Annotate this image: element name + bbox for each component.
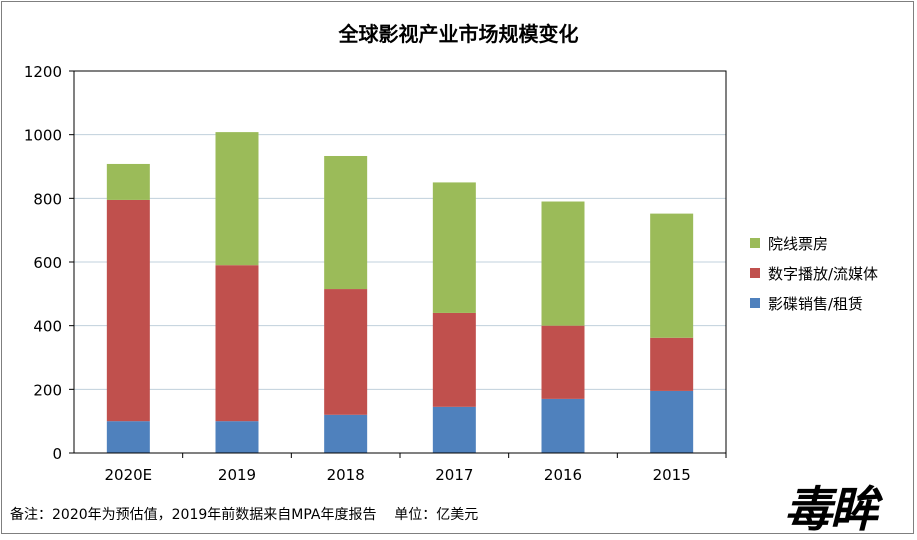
bar-segment — [215, 265, 259, 422]
legend-swatch-box-office — [750, 238, 760, 248]
x-tick-label: 2016 — [544, 466, 582, 484]
legend-label-streaming: 数字播放/流媒体 — [768, 264, 879, 283]
x-tick-label: 2020E — [105, 466, 153, 484]
bar-segment — [215, 132, 259, 266]
x-tick-label: 2017 — [435, 466, 473, 484]
bar-segment — [650, 213, 694, 338]
legend-label-disc: 影碟销售/租赁 — [768, 294, 864, 313]
bar-segment — [324, 289, 368, 415]
watermark-logo: 毒眸 — [784, 482, 878, 538]
bar-segment — [541, 325, 585, 399]
bar-segment — [215, 421, 259, 453]
x-tick-label: 2015 — [653, 466, 691, 484]
y-tick-label: 400 — [33, 318, 62, 336]
bar-segment — [106, 163, 150, 200]
legend-label-box-office: 院线票房 — [768, 234, 829, 253]
legend-item-disc: 影碟销售/租赁 — [750, 288, 878, 318]
chart-legend: 院线票房 数字播放/流媒体 影碟销售/租赁 — [750, 228, 878, 318]
y-tick-label: 1000 — [24, 127, 62, 145]
legend-item-box-office: 院线票房 — [750, 228, 878, 258]
y-tick-label: 1200 — [24, 63, 62, 81]
bar-segment — [432, 406, 476, 453]
legend-swatch-disc — [750, 298, 760, 308]
y-tick-label: 800 — [33, 190, 62, 208]
y-tick-label: 0 — [52, 445, 62, 463]
bar-segment — [324, 414, 368, 453]
footnote: 备注：2020年为预估值，2019年前数据来自MPA年度报告 单位：亿美元 — [10, 507, 479, 523]
y-tick-label: 200 — [33, 381, 62, 399]
bar-segment — [650, 337, 694, 391]
bar-segment — [650, 390, 694, 453]
bar-segment — [541, 201, 585, 326]
bar-segment — [432, 312, 476, 407]
x-tick-label: 2019 — [218, 466, 256, 484]
chart-title: 全球影视产业市场规模变化 — [338, 22, 579, 46]
bar-segment — [106, 199, 150, 422]
bar-segment — [432, 182, 476, 313]
bar-segment — [541, 398, 585, 453]
y-tick-label: 600 — [33, 254, 62, 272]
x-tick-label: 2018 — [327, 466, 365, 484]
bar-segment — [106, 421, 150, 453]
legend-item-streaming: 数字播放/流媒体 — [750, 258, 878, 288]
legend-swatch-streaming — [750, 268, 760, 278]
bar-segment — [324, 155, 368, 290]
